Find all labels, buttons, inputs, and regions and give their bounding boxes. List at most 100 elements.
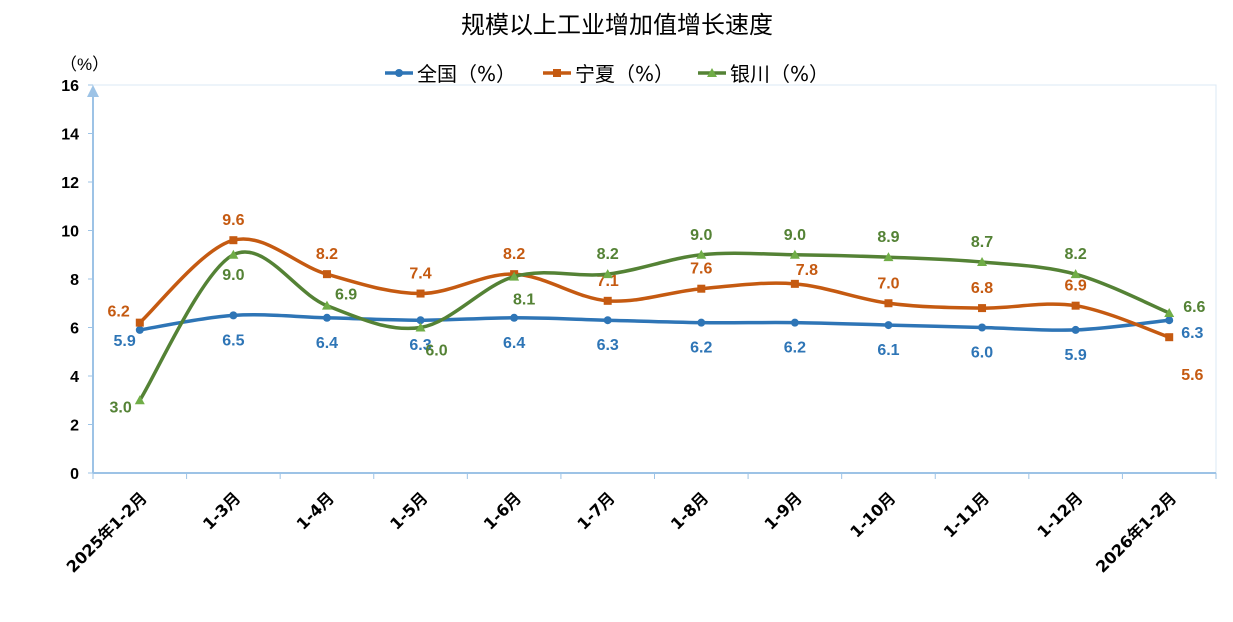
data-point-marker <box>1165 333 1174 342</box>
data-label: 8.2 <box>316 246 338 263</box>
data-point-marker <box>1071 301 1080 310</box>
data-point-marker <box>509 271 520 281</box>
y-tick-label: 6 <box>70 321 79 338</box>
y-axis-label: （%） <box>60 55 109 74</box>
data-point-marker <box>322 313 331 322</box>
data-point-marker <box>696 249 707 259</box>
data-label: 8.2 <box>597 246 619 263</box>
plot-area-border <box>92 84 1217 474</box>
y-tick-label: 12 <box>61 175 79 192</box>
data-point-marker <box>790 279 799 288</box>
x-tick-label: 1-7月 <box>573 488 618 533</box>
data-point-marker <box>603 316 612 325</box>
data-label: 8.2 <box>503 246 525 263</box>
data-point-marker <box>884 321 893 330</box>
data-label: 6.9 <box>335 287 357 304</box>
data-label: 6.0 <box>971 345 993 362</box>
series-1: 5.9 6.5 6.4 6.3 6.4 6.3 6.2 6.2 6.1 6.0 5.9 6.3 <box>114 311 1204 364</box>
x-tick-label: 1-8月 <box>667 488 712 533</box>
x-axis: 2025年1-2月 1-3月 1-4月 1-5月 1-6月 1-7月 1-8月 1-9月 1-1… <box>63 472 1217 576</box>
data-label: 5.9 <box>114 333 136 350</box>
data-point-marker <box>1164 307 1175 317</box>
data-label: 8.7 <box>971 234 993 251</box>
data-point-marker <box>977 257 988 267</box>
legend: 全国（%） 宁夏（%） 银川（%） <box>385 62 829 86</box>
data-label: 7.8 <box>796 262 818 279</box>
data-point-marker <box>790 318 799 327</box>
data-label: 6.4 <box>316 335 338 352</box>
data-label: 6.2 <box>784 340 806 357</box>
data-point-marker <box>602 269 613 279</box>
legend-label: 全国（%） <box>417 62 516 86</box>
x-tick-label: 1-5月 <box>386 488 431 533</box>
y-axis: 0 2 4 6 8 10 12 14 16 <box>61 78 99 483</box>
data-label: 6.3 <box>409 337 431 354</box>
data-label: 9.6 <box>222 212 244 229</box>
x-tick-label: 1-12月 <box>1033 488 1086 541</box>
data-point-marker <box>322 270 331 279</box>
y-tick-label: 10 <box>61 224 79 241</box>
series-group: 5.9 6.5 6.4 6.3 6.4 6.3 6.2 6.2 6.1 6.0 5.9 6.3 6.2 9… <box>108 212 1206 416</box>
legend-label: 宁夏（%） <box>575 62 674 86</box>
data-label: 6.2 <box>690 340 712 357</box>
legend-marker <box>553 69 561 77</box>
x-tick-label: 1-10月 <box>846 488 899 541</box>
chart-title: 规模以上工业增加值增长速度 <box>461 11 773 39</box>
data-point-marker <box>1165 316 1174 325</box>
data-point-marker <box>978 323 987 332</box>
data-label: 5.6 <box>1181 367 1203 384</box>
data-point-marker <box>697 284 706 293</box>
data-label: 7.1 <box>597 273 619 290</box>
data-point-marker <box>416 289 425 298</box>
data-point-marker <box>789 249 800 259</box>
series-line <box>139 313 1170 332</box>
data-label: 6.8 <box>971 280 993 297</box>
y-tick-label: 8 <box>70 272 79 289</box>
data-point-marker <box>134 395 145 405</box>
data-label: 9.0 <box>784 227 806 244</box>
data-label: 3.0 <box>110 399 132 416</box>
x-tick-label: 1-3月 <box>199 488 244 533</box>
data-point-marker <box>321 300 332 310</box>
series-2: 6.2 9.6 8.2 7.4 8.2 7.1 7.6 7.8 7.0 6.8 6.9 5.6 <box>108 212 1204 384</box>
y-tick-label: 4 <box>70 369 79 386</box>
x-tick-label: 1-9月 <box>761 488 806 533</box>
legend-label: 银川（%） <box>730 62 829 86</box>
data-label: 7.0 <box>877 275 899 292</box>
x-tick-label: 1-6月 <box>480 488 525 533</box>
y-tick-label: 16 <box>61 78 79 95</box>
y-tick-label: 2 <box>70 418 79 435</box>
data-label: 9.0 <box>690 227 712 244</box>
x-tick-label: 1-11月 <box>940 488 993 541</box>
data-point-marker <box>415 322 426 332</box>
data-point-marker <box>1071 325 1080 334</box>
x-tick-label: 1-4月 <box>293 488 338 533</box>
data-point-marker <box>229 311 238 320</box>
data-label: 6.5 <box>222 332 244 349</box>
data-point-marker <box>1070 269 1081 279</box>
y-tick-label: 0 <box>70 466 79 483</box>
series-line <box>138 250 1170 402</box>
y-axis-arrow <box>87 85 99 97</box>
data-point-marker <box>883 252 894 262</box>
data-label: 6.3 <box>1181 325 1203 342</box>
data-point-marker <box>135 318 144 327</box>
data-point-marker <box>603 296 612 305</box>
y-tick-label: 14 <box>61 127 79 144</box>
data-point-marker <box>697 318 706 327</box>
legend-marker <box>395 69 403 77</box>
x-tick-label: 2025年1-2月 <box>63 488 151 576</box>
data-label: 8.1 <box>513 292 535 309</box>
data-label: 6.0 <box>425 343 447 360</box>
data-label: 6.4 <box>503 335 525 352</box>
data-point-marker <box>416 316 425 325</box>
data-label: 6.3 <box>597 337 619 354</box>
data-label: 6.9 <box>1065 278 1087 295</box>
x-tick-label: 2026年1-2月 <box>1092 488 1180 576</box>
data-label: 7.4 <box>409 266 431 283</box>
data-label: 6.2 <box>108 304 130 321</box>
legend-marker <box>707 68 717 77</box>
data-label: 7.6 <box>690 261 712 278</box>
data-point-marker <box>884 299 893 308</box>
